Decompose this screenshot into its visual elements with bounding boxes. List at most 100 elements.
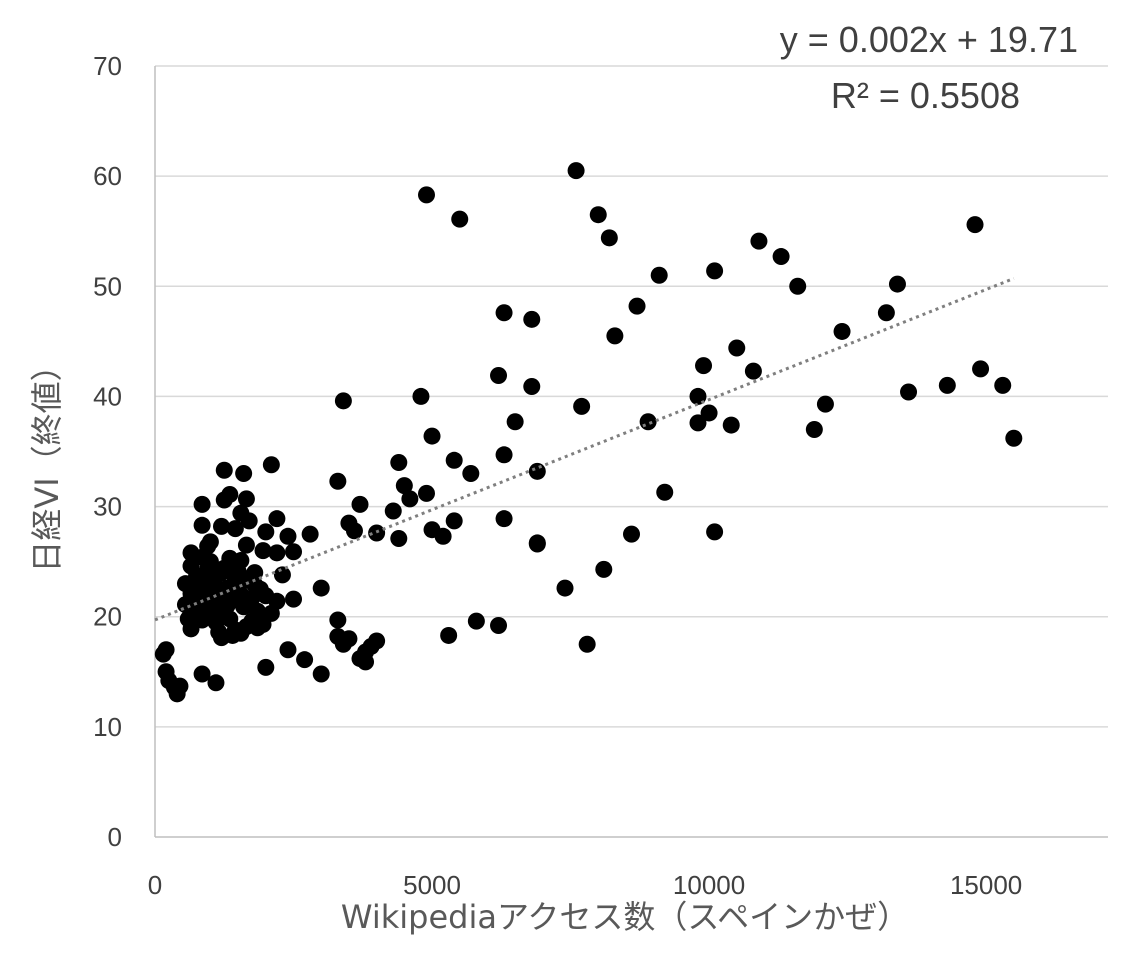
data-point [226,520,244,538]
data-point [695,357,713,375]
data-point [467,612,485,630]
y-tick-label: 60 [93,161,122,191]
data-point [193,516,211,534]
data-point [368,632,386,650]
data-point [495,304,513,322]
data-point [412,387,430,405]
data-point [285,543,303,561]
x-tick-label: 15000 [950,870,1022,900]
data-point [384,502,402,520]
data-point [833,322,851,340]
data-point [334,392,352,410]
data-point [246,576,264,594]
data-point [268,544,286,562]
data-point [340,630,358,648]
data-point [816,395,834,413]
data-point [706,523,724,541]
data-point [994,376,1012,394]
data-point [595,560,613,578]
data-point [706,262,724,280]
data-point [650,266,668,284]
y-axis-title: 日経VI（終値） [28,349,66,572]
data-point [193,665,211,683]
data-point [257,587,275,605]
data-point [221,485,239,503]
data-point [351,495,369,513]
data-point [523,310,541,328]
x-axis-title: Wikipediaアクセス数（スペインかぜ） [341,898,909,936]
data-point [805,420,823,438]
data-point [212,564,230,582]
trendline-r-squared: R² = 0.5508 [831,75,1020,116]
data-point [312,579,330,597]
y-tick-label: 0 [108,822,122,852]
data-point [262,604,280,622]
data-point [390,454,408,472]
data-point [445,512,463,530]
data-point [606,327,624,345]
data-point [329,472,347,490]
linear-trendline [154,277,1015,622]
data-point [329,611,347,629]
data-point [938,376,956,394]
x-tick-label: 0 [148,870,162,900]
data-point [888,275,906,293]
data-point [215,461,233,479]
data-point [423,427,441,445]
data-point [528,462,546,480]
data-point [395,477,413,495]
data-point [232,624,250,642]
data-point [490,367,508,385]
data-point [600,229,618,247]
data-point [689,387,707,405]
data-point [207,674,225,692]
data-point [722,416,740,434]
data-point [972,360,990,378]
data-point [254,542,272,560]
data-point [417,186,435,204]
data-point [296,651,314,669]
data-point [232,586,250,604]
data-point [900,383,918,401]
data-point [589,206,607,224]
data-point [229,563,247,581]
data-point [312,665,330,683]
x-tick-label: 5000 [403,870,461,900]
data-point [237,536,255,554]
data-point [390,530,408,548]
data-point [235,465,253,483]
data-points [154,162,1023,703]
data-point [490,617,508,635]
data-point [689,414,707,432]
data-point [434,527,452,545]
data-point [268,510,286,528]
data-point [212,517,230,535]
data-point [578,635,596,653]
data-point [262,456,280,474]
data-point [966,216,984,234]
data-point [506,413,524,431]
data-point [462,465,480,483]
data-point [523,378,541,396]
data-point [257,658,275,676]
y-tick-label: 70 [93,51,122,81]
data-point [451,210,469,228]
data-point [185,606,203,624]
data-point [273,566,291,584]
data-point [440,626,458,644]
data-point [528,535,546,553]
data-point [750,232,768,250]
data-point [495,510,513,528]
data-point [345,522,363,540]
y-tick-label: 10 [93,712,122,742]
data-point [237,490,255,508]
data-point [171,677,189,695]
data-point [789,277,807,295]
data-point [772,248,790,266]
data-point [279,527,297,545]
x-tick-labels: 0 5000 10000 15000 [148,870,1022,900]
data-point [301,525,319,543]
data-point [567,162,585,180]
data-point [744,362,762,380]
